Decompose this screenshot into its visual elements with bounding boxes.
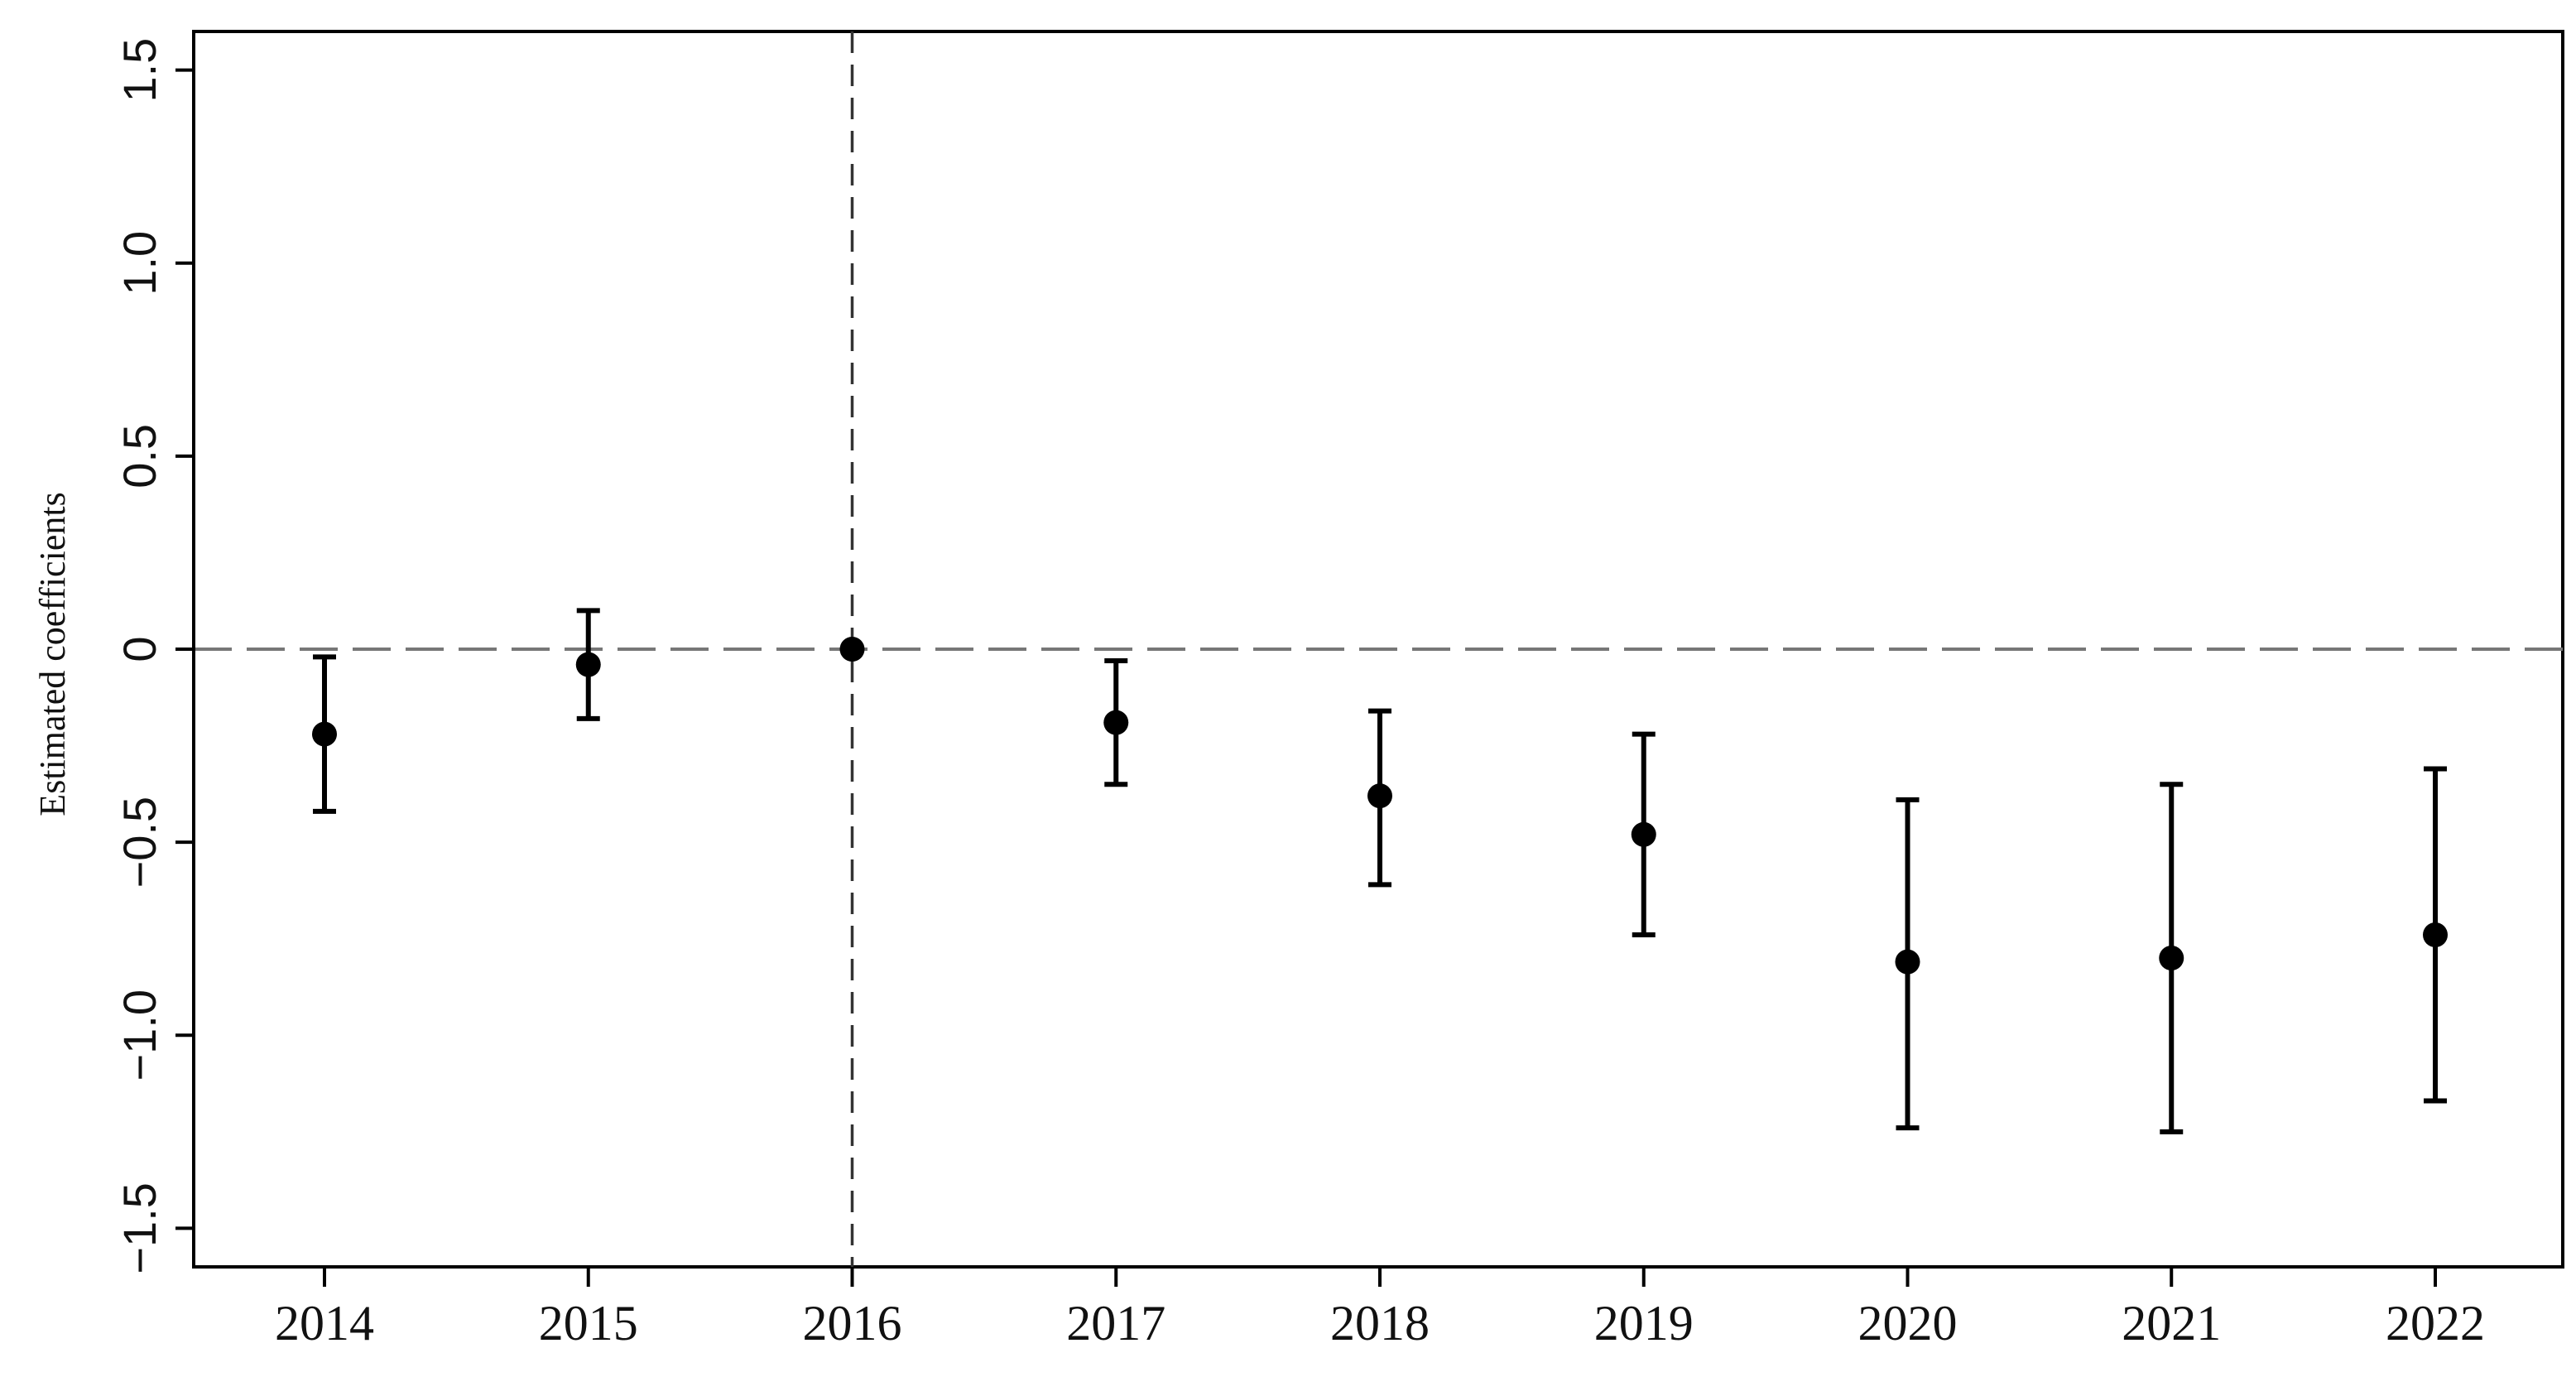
- y-tick-label: 1.5: [113, 38, 166, 103]
- y-tick-label: −0.5: [113, 797, 166, 888]
- x-tick-label: 2014: [275, 1296, 374, 1351]
- x-tick-label: 2019: [1594, 1296, 1694, 1351]
- y-tick-label: 0.5: [113, 424, 166, 489]
- point-estimate-2022: [2423, 922, 2448, 948]
- x-tick-label: 2020: [1858, 1296, 1958, 1351]
- y-tick-label: −1.5: [113, 1182, 166, 1274]
- x-tick-label: 2017: [1066, 1296, 1165, 1351]
- point-estimate-2019: [1631, 821, 1656, 847]
- x-tick-label: 2016: [803, 1296, 902, 1351]
- y-tick-label: 0: [113, 636, 166, 662]
- point-estimate-2017: [1103, 710, 1129, 735]
- point-estimate-2020: [1895, 949, 1920, 975]
- y-tick-label: −1.0: [113, 989, 166, 1081]
- point-estimate-2018: [1367, 783, 1392, 809]
- point-estimate-2021: [2159, 946, 2184, 970]
- x-tick-label: 2018: [1330, 1296, 1430, 1351]
- point-estimate-2014: [312, 721, 337, 747]
- x-tick-label: 2022: [2386, 1296, 2485, 1351]
- x-tick-label: 2021: [2122, 1296, 2221, 1351]
- y-tick-label: 1.0: [113, 231, 166, 296]
- point-estimate-2015: [575, 652, 601, 677]
- point-estimate-2016: [839, 637, 865, 662]
- y-axis-label: Estimated coefficients: [32, 492, 73, 816]
- x-tick-label: 2015: [539, 1296, 638, 1351]
